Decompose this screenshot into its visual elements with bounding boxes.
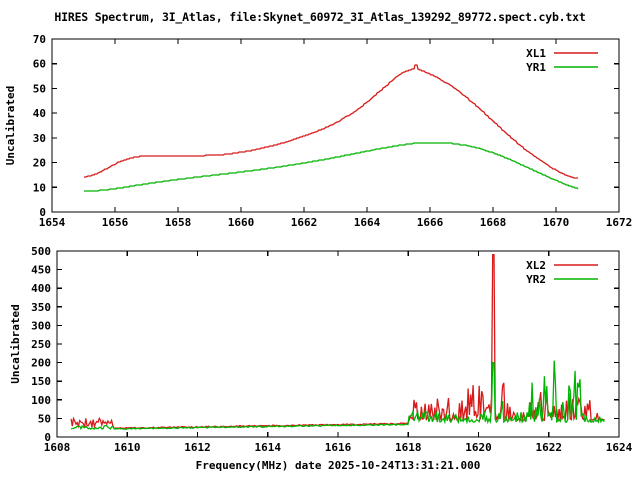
x-tick-label: 1654	[39, 216, 66, 229]
legend-label-XL2: XL2	[526, 259, 546, 272]
y-tick-label: 40	[33, 107, 46, 120]
x-axis-label: Frequency(MHz) date 2025-10-24T13:31:21.…	[196, 459, 481, 472]
x-tick-label: 1660	[228, 216, 255, 229]
series-XL2	[70, 254, 605, 430]
y-tick-label: 400	[31, 282, 51, 295]
x-tick-label: 1656	[102, 216, 129, 229]
y-tick-label: 60	[33, 58, 46, 71]
top-panel: 1654 1656 1658 1660 1662 1664 1666 1668 1670 1672…	[4, 33, 632, 229]
x-tick-label: 1668	[480, 216, 507, 229]
series-YR1	[84, 142, 579, 192]
y-tick-label: 70	[33, 33, 46, 46]
y-tick-label: 10	[33, 181, 46, 194]
x-tick-label: 1670	[543, 216, 570, 229]
x-tick-label: 1622	[536, 441, 563, 454]
legend-label-YR1: YR1	[526, 61, 546, 74]
y-axis-label: Uncalibrated	[4, 86, 17, 165]
y-axis-label: Uncalibrated	[9, 304, 22, 383]
x-tick-label: 1664	[354, 216, 381, 229]
y-tick-label: 50	[33, 82, 46, 95]
x-tick-label: 1620	[465, 441, 492, 454]
y-tick-label: 300	[31, 319, 51, 332]
series-YR2	[70, 360, 605, 431]
legend-label-YR2: YR2	[526, 273, 546, 286]
bottom-panel: 1608 1610 1612 1614 1616 1618 1620 1622 1624 0 50 1…	[9, 245, 633, 472]
y-tick-label: 200	[31, 357, 51, 370]
y-tick-label: 250	[31, 338, 51, 351]
y-tick-label: 50	[38, 412, 51, 425]
x-tick-label: 1666	[417, 216, 444, 229]
y-tick-label: 350	[31, 301, 51, 314]
x-tick-label: 1618	[395, 441, 422, 454]
x-tick-label: 1612	[184, 441, 211, 454]
plot-frame	[51, 38, 620, 213]
y-tick-label: 450	[31, 264, 51, 277]
y-tick-label: 500	[31, 245, 51, 258]
x-tick-label: 1614	[255, 441, 282, 454]
legend-label-XL1: XL1	[526, 47, 546, 60]
x-tick-label: 1610	[114, 441, 141, 454]
x-tick-label: 1608	[44, 441, 71, 454]
page-title: HIRES Spectrum, 3I_Atlas, file:Skynet_60…	[54, 10, 586, 24]
x-tick-label: 1624	[606, 441, 633, 454]
y-tick-label: 150	[31, 375, 51, 388]
y-tick-label: 100	[31, 394, 51, 407]
x-tick-label: 1616	[325, 441, 352, 454]
x-tick-label: 1658	[165, 216, 192, 229]
y-tick-label: 20	[33, 157, 46, 170]
x-tick-label: 1662	[291, 216, 318, 229]
y-tick-label: 30	[33, 132, 46, 145]
series-XL1	[84, 64, 578, 179]
y-tick-label: 0	[39, 206, 46, 219]
x-tick-label: 1672	[606, 216, 633, 229]
y-tick-label: 0	[44, 431, 51, 444]
